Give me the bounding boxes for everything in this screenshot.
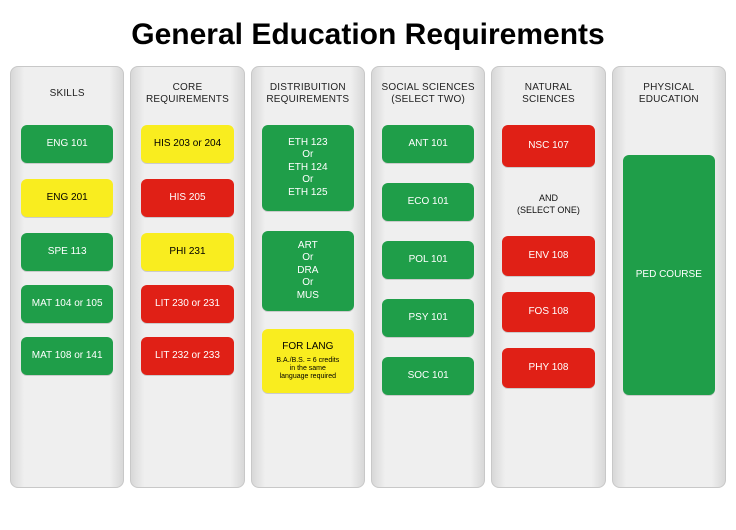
column-header: DISTRIBUITION REQUIREMENTS [266, 77, 349, 111]
course-card: PSY 101 [382, 299, 474, 337]
course-card: MAT 108 or 141 [21, 337, 113, 375]
course-card: HIS 203 or 204 [141, 125, 233, 163]
column-0: SKILLS ENG 101 ENG 201 SPE 113 MAT 104 or 10… [10, 66, 124, 488]
course-card: ENV 108 [502, 236, 594, 276]
course-card: ANT 101 [382, 125, 474, 163]
column-5: PHYSICAL EDUCATION PED COURSE [612, 66, 726, 488]
course-card: ENG 201 [21, 179, 113, 217]
course-card: SPE 113 [21, 233, 113, 271]
course-card: PHI 231 [141, 233, 233, 271]
course-card: PED COURSE [623, 155, 715, 395]
course-card: MAT 104 or 105 [21, 285, 113, 323]
course-card: PHY 108 [502, 348, 594, 388]
course-card: NSC 107 [502, 125, 594, 167]
course-card: FOS 108 [502, 292, 594, 332]
course-card: ART Or DRA Or MUS [262, 231, 354, 311]
column-note: AND (SELECT ONE) [517, 193, 580, 216]
course-card: ECO 101 [382, 183, 474, 221]
column-3: SOCIAL SCIENCES (SELECT TWO) ANT 101 ECO 1… [371, 66, 485, 488]
course-card: HIS 205 [141, 179, 233, 217]
column-header: CORE REQUIREMENTS [146, 77, 229, 111]
column-header: PHYSICAL EDUCATION [639, 77, 699, 111]
course-card: ENG 101 [21, 125, 113, 163]
column-header: SKILLS [50, 77, 85, 111]
course-card: SOC 101 [382, 357, 474, 395]
page-title: General Education Requirements [0, 0, 736, 66]
column-header: SOCIAL SCIENCES (SELECT TWO) [382, 77, 475, 111]
course-card-subnote: B.A./B.S. = 6 credits in the same langua… [276, 357, 339, 381]
column-2: DISTRIBUITION REQUIREMENTS ETH 123 Or ETH… [251, 66, 365, 488]
column-header: NATURAL SCIENCES [498, 77, 598, 111]
course-card: ETH 123 Or ETH 124 Or ETH 125 [262, 125, 354, 211]
column-1: CORE REQUIREMENTS HIS 203 or 204 HIS 205 PH… [130, 66, 244, 488]
columns-board: SKILLS ENG 101 ENG 201 SPE 113 MAT 104 or 10… [0, 66, 736, 498]
course-card: LIT 230 or 231 [141, 285, 233, 323]
course-card: FOR LANG B.A./B.S. = 6 credits in the sam… [262, 329, 354, 393]
column-4: NATURAL SCIENCES NSC 107 AND (SELECT ONE) E… [491, 66, 605, 488]
course-card: POL 101 [382, 241, 474, 279]
course-card: LIT 232 or 233 [141, 337, 233, 375]
course-card-label: FOR LANG [282, 341, 333, 354]
